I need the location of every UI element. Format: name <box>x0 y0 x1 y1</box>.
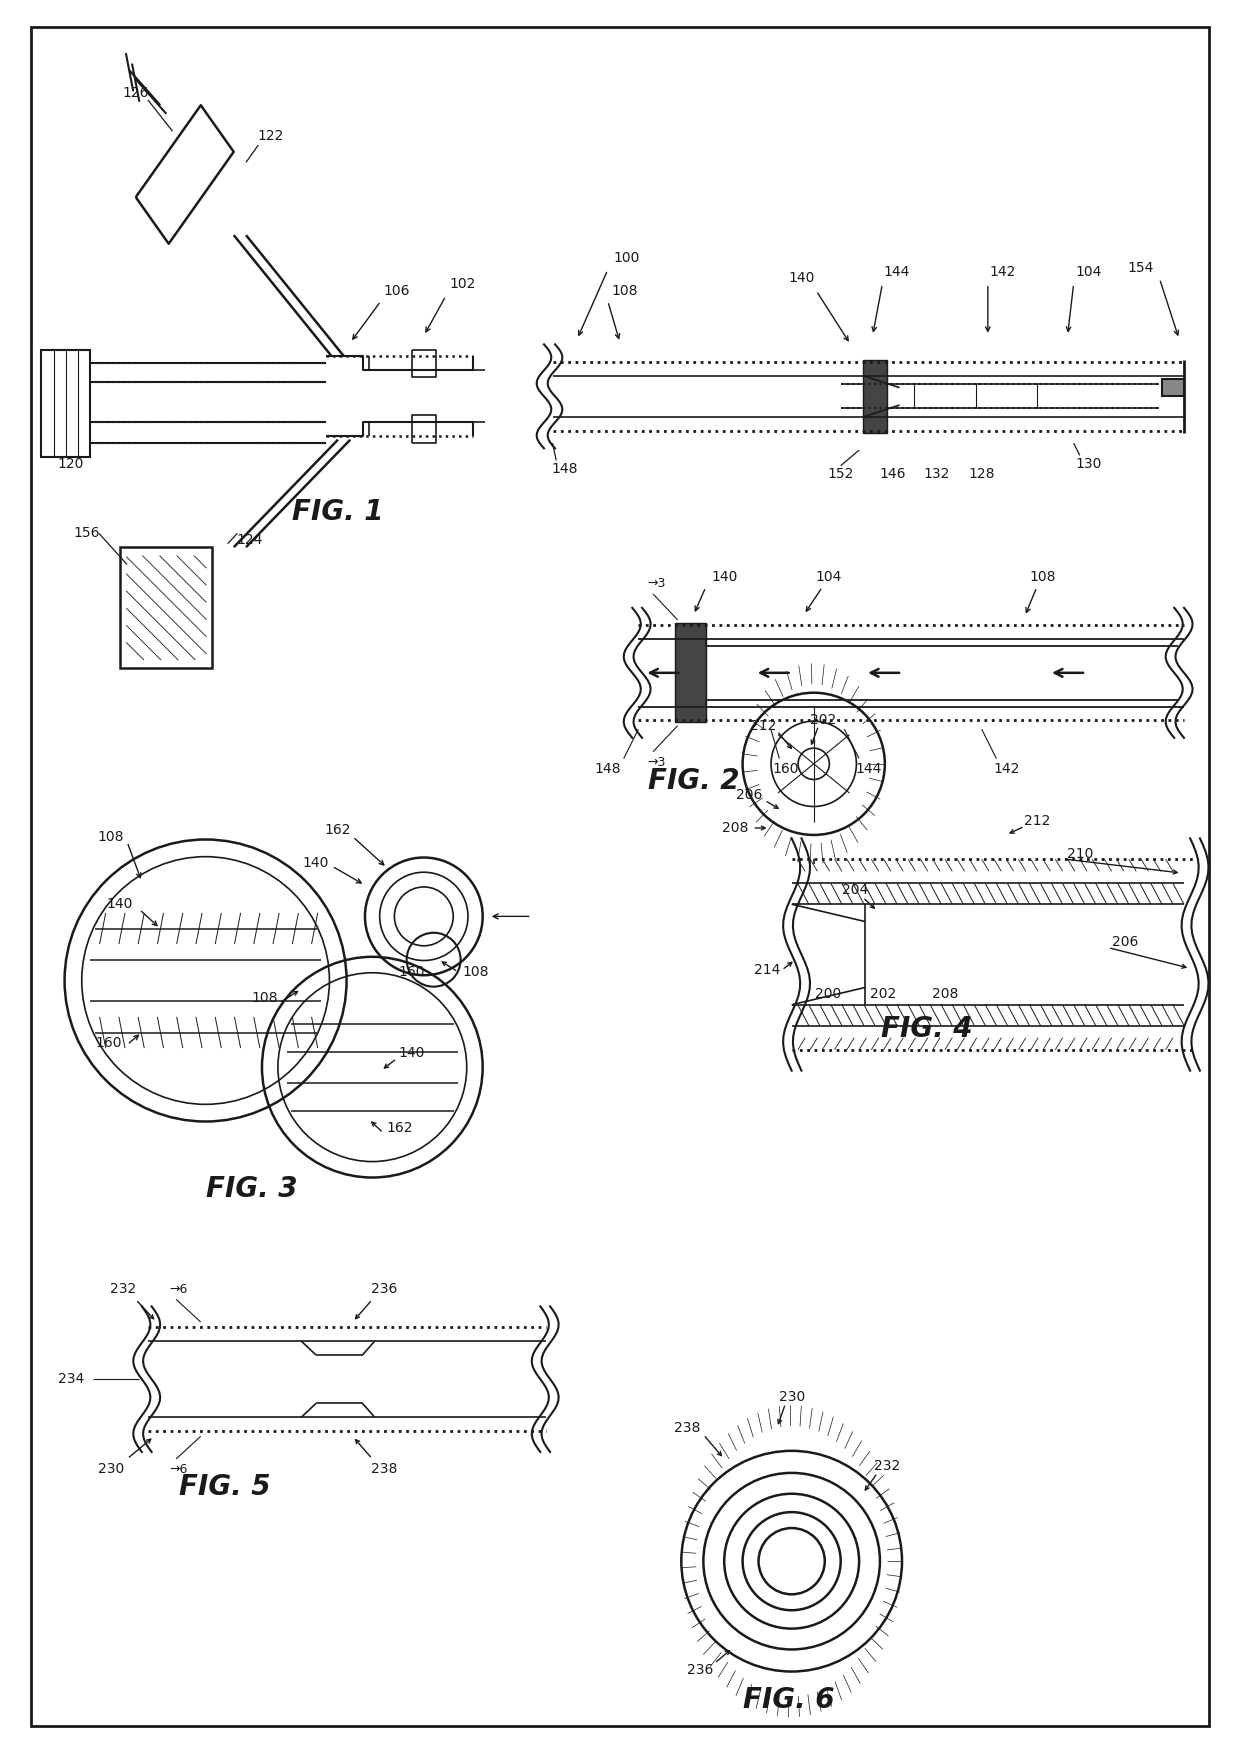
Text: 210: 210 <box>1066 847 1092 861</box>
Text: 132: 132 <box>923 468 950 482</box>
Text: 202: 202 <box>811 713 837 727</box>
Text: 238: 238 <box>675 1420 701 1434</box>
Text: 148: 148 <box>594 763 621 777</box>
Bar <box>120 547 212 668</box>
Text: 212: 212 <box>1024 813 1050 827</box>
Text: 108: 108 <box>252 990 278 1004</box>
Text: 232: 232 <box>110 1281 136 1295</box>
Text: 100: 100 <box>613 251 640 265</box>
Text: →3: →3 <box>647 577 666 591</box>
Text: 230: 230 <box>779 1390 805 1404</box>
Text: 140: 140 <box>789 272 815 286</box>
Text: 102: 102 <box>450 277 476 291</box>
Bar <box>1162 379 1184 396</box>
Text: 212: 212 <box>750 719 776 733</box>
Text: 144: 144 <box>884 265 910 279</box>
Text: 160: 160 <box>773 763 799 777</box>
Text: 108: 108 <box>611 284 639 298</box>
Bar <box>863 359 888 433</box>
Text: 142: 142 <box>993 763 1019 777</box>
Text: 104: 104 <box>815 570 842 584</box>
Text: 208: 208 <box>931 987 959 1001</box>
Text: FIG. 2: FIG. 2 <box>647 768 739 796</box>
Text: 104: 104 <box>1075 265 1101 279</box>
Text: 126: 126 <box>123 86 149 100</box>
Text: 122: 122 <box>258 130 284 144</box>
Text: 162: 162 <box>386 1120 413 1134</box>
Text: 124: 124 <box>237 533 263 547</box>
Text: 108: 108 <box>1029 570 1056 584</box>
Text: 152: 152 <box>827 468 854 482</box>
Text: 200: 200 <box>816 987 842 1001</box>
Text: 130: 130 <box>1075 458 1101 472</box>
Text: FIG. 5: FIG. 5 <box>180 1473 272 1501</box>
Text: FIG. 4: FIG. 4 <box>880 1015 972 1043</box>
Text: 206: 206 <box>1112 936 1138 950</box>
Text: 108: 108 <box>463 964 489 978</box>
Text: 234: 234 <box>57 1373 84 1387</box>
Text: 162: 162 <box>325 822 351 836</box>
Bar <box>675 624 706 722</box>
Text: 140: 140 <box>398 1047 425 1061</box>
Text: 232: 232 <box>874 1458 900 1473</box>
Text: 160: 160 <box>398 964 425 978</box>
Text: 160: 160 <box>95 1036 122 1050</box>
Text: FIG. 6: FIG. 6 <box>744 1686 835 1714</box>
Text: 106: 106 <box>383 284 410 298</box>
Text: 238: 238 <box>372 1462 398 1476</box>
Text: →6: →6 <box>170 1283 187 1295</box>
Text: 148: 148 <box>552 463 578 477</box>
Text: 236: 236 <box>372 1281 398 1295</box>
Text: 236: 236 <box>687 1664 713 1678</box>
Text: 140: 140 <box>303 855 329 869</box>
Text: 140: 140 <box>711 570 738 584</box>
Bar <box>41 349 91 458</box>
Text: →3: →3 <box>647 756 666 768</box>
Text: 120: 120 <box>57 458 84 472</box>
Text: 144: 144 <box>856 763 882 777</box>
Text: 214: 214 <box>754 962 780 976</box>
Text: 146: 146 <box>879 468 905 482</box>
Text: 206: 206 <box>735 789 761 803</box>
Text: FIG. 3: FIG. 3 <box>206 1175 298 1203</box>
Text: 204: 204 <box>842 884 868 898</box>
Text: 156: 156 <box>73 526 100 540</box>
Text: 142: 142 <box>990 265 1016 279</box>
Text: 208: 208 <box>722 820 749 834</box>
Text: 108: 108 <box>98 829 124 843</box>
Text: 230: 230 <box>98 1462 124 1476</box>
Text: 202: 202 <box>870 987 897 1001</box>
Text: 154: 154 <box>1128 261 1154 275</box>
Text: →6: →6 <box>170 1462 187 1476</box>
Text: 128: 128 <box>968 468 994 482</box>
Text: FIG. 1: FIG. 1 <box>293 498 383 526</box>
Text: 140: 140 <box>107 898 133 912</box>
